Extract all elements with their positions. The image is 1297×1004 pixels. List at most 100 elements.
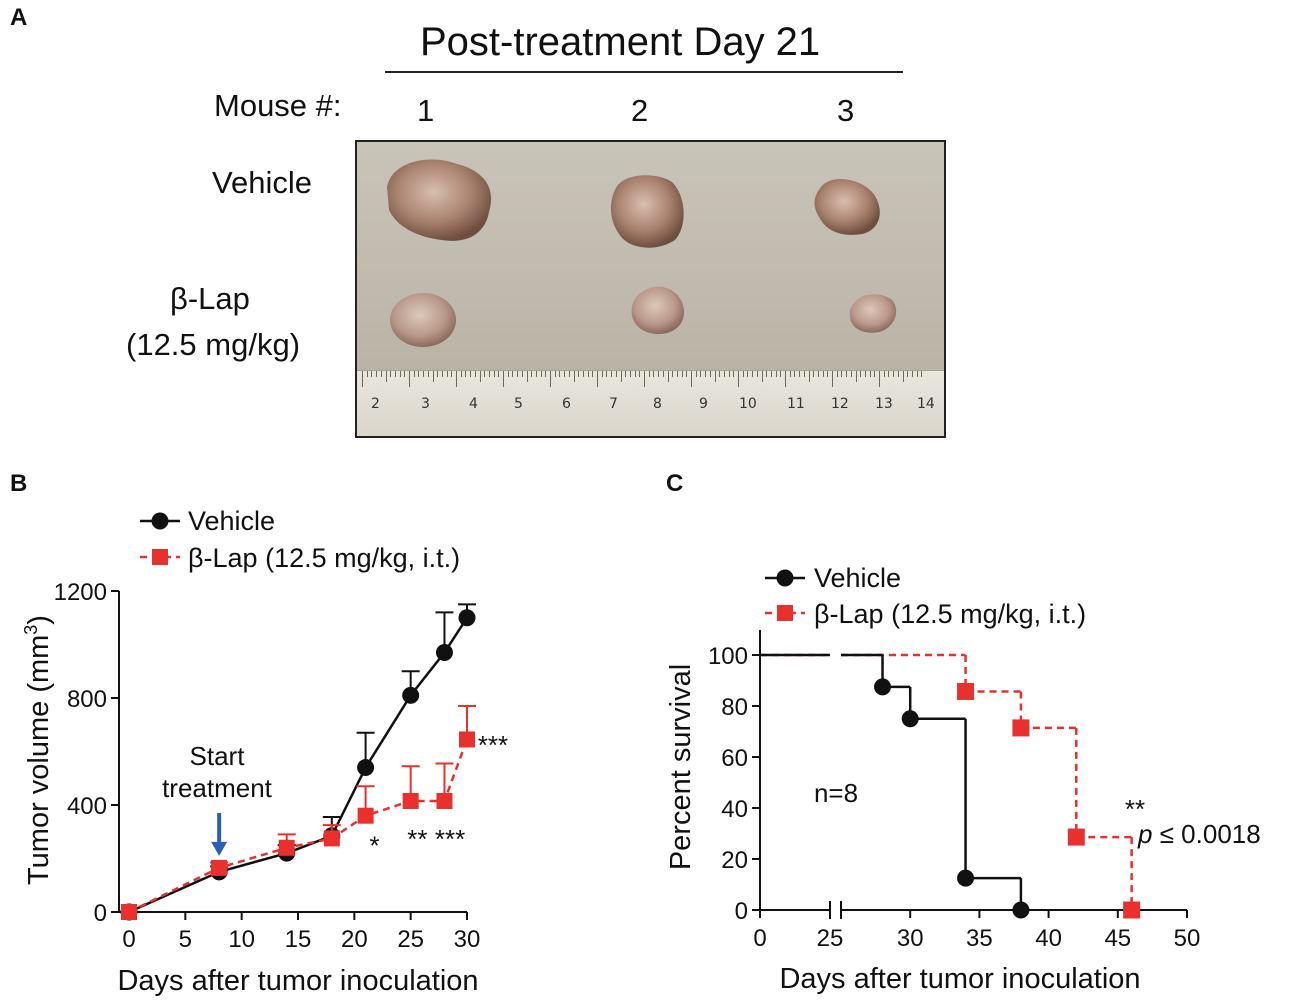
ruler-tick bbox=[423, 371, 425, 377]
ruler-tick bbox=[456, 371, 457, 387]
legend-marker-vehicle bbox=[151, 512, 169, 530]
annotation-treatment: treatment bbox=[162, 773, 273, 803]
ruler-tick bbox=[832, 371, 833, 387]
ruler-tick bbox=[559, 371, 561, 377]
tumor-photo: 2 3 4 5 6 7 8 9 10 11 12 13 14 bbox=[355, 140, 946, 438]
ruler-tick bbox=[756, 371, 758, 377]
ruler-number: 8 bbox=[653, 396, 662, 412]
ruler-tick bbox=[545, 371, 547, 377]
ruler-tick bbox=[573, 371, 575, 382]
x-axis-label-c: Days after tumor inoculation bbox=[779, 963, 1140, 995]
ruler-tick bbox=[761, 371, 763, 382]
ruler-tick bbox=[540, 371, 542, 377]
data-point bbox=[402, 792, 419, 809]
ruler-tick bbox=[601, 371, 603, 377]
ruler-tick bbox=[413, 371, 415, 377]
y-tick-label-c: 0 bbox=[735, 898, 748, 925]
data-point bbox=[1067, 828, 1085, 846]
ruler-tick bbox=[714, 371, 716, 382]
ruler-tick bbox=[770, 371, 772, 377]
panel-a-title: Post-treatment Day 21 bbox=[420, 20, 821, 64]
y-tick-label-c: 20 bbox=[721, 847, 748, 874]
ruler-tick bbox=[432, 371, 434, 382]
data-point bbox=[357, 807, 374, 824]
mouse-1-label: 1 bbox=[417, 93, 435, 128]
ruler-tick bbox=[813, 371, 815, 377]
ruler-tick bbox=[907, 371, 909, 377]
legend-label-drug-c: β-Lap (12.5 mg/kg, i.t.) bbox=[814, 599, 1086, 629]
data-point bbox=[436, 792, 453, 809]
legend-label-vehicle-c: Vehicle bbox=[814, 563, 901, 593]
annotation-start: Start bbox=[190, 741, 246, 771]
ruler-tick bbox=[526, 371, 528, 382]
data-point bbox=[121, 904, 137, 920]
ruler-tick bbox=[615, 371, 617, 377]
x-tick-label-b: 5 bbox=[179, 926, 192, 953]
x-tick-label-b: 15 bbox=[285, 926, 312, 953]
legend-label-drug: β-Lap (12.5 mg/kg, i.t.) bbox=[188, 543, 460, 573]
ruler-number: 14 bbox=[917, 396, 935, 412]
ruler-tick bbox=[883, 371, 885, 377]
ruler-tick bbox=[879, 371, 880, 387]
data-point bbox=[323, 830, 340, 847]
ruler-tick bbox=[493, 371, 495, 377]
data-point bbox=[957, 869, 975, 887]
y-tick-label-b: 0 bbox=[94, 900, 107, 927]
data-point bbox=[458, 609, 476, 627]
ruler-tick bbox=[780, 371, 782, 377]
ruler-tick bbox=[719, 371, 721, 377]
data-point bbox=[459, 731, 475, 748]
ruler-tick bbox=[503, 371, 504, 387]
y-tick-label-c: 100 bbox=[708, 643, 748, 670]
ruler-number: 4 bbox=[469, 396, 478, 412]
ruler-tick bbox=[390, 371, 392, 377]
ruler-tick bbox=[498, 371, 500, 377]
y-tick-label-c: 60 bbox=[721, 745, 748, 772]
ruler-tick bbox=[893, 371, 895, 377]
tumor-illustration bbox=[387, 159, 897, 347]
row-label-drug: β-Lap bbox=[170, 281, 250, 316]
ruler-tick bbox=[597, 371, 598, 387]
ruler-tick bbox=[465, 371, 467, 377]
ruler-number: 3 bbox=[421, 396, 430, 412]
ruler-tick bbox=[451, 371, 453, 377]
drug-tumor-1 bbox=[390, 293, 456, 347]
x-tick-label-c: 40 bbox=[1035, 925, 1062, 952]
ruler-tick bbox=[921, 371, 923, 377]
x-tick-label-c: 0 bbox=[753, 925, 766, 952]
p-symbol: p bbox=[1137, 819, 1152, 849]
ruler-tick bbox=[629, 371, 631, 377]
data-point bbox=[357, 759, 375, 777]
ruler-tick bbox=[531, 371, 533, 377]
ruler-tick bbox=[488, 371, 490, 377]
ruler-tick bbox=[869, 371, 871, 377]
ruler-tick bbox=[742, 371, 744, 377]
data-point bbox=[402, 686, 420, 704]
panel-c-letter: C bbox=[666, 470, 684, 497]
data-point bbox=[901, 710, 919, 728]
ruler-tick bbox=[681, 371, 683, 377]
ruler-number: 13 bbox=[875, 396, 893, 412]
significance-mark: *** bbox=[478, 730, 508, 760]
ruler-tick bbox=[484, 371, 486, 377]
y-tick-label-b: 800 bbox=[67, 686, 107, 713]
ruler-tick bbox=[738, 371, 739, 387]
ruler-number: 2 bbox=[371, 396, 380, 412]
data-point bbox=[278, 839, 295, 856]
y-tick-label-c: 40 bbox=[721, 796, 748, 823]
ruler-tick bbox=[794, 371, 796, 377]
n-label: n=8 bbox=[814, 778, 858, 808]
significance-mark: *** bbox=[435, 824, 465, 854]
ruler-tick bbox=[394, 371, 396, 377]
mouse-2-label: 2 bbox=[631, 93, 649, 128]
ruler-tick bbox=[578, 371, 580, 377]
ruler-tick bbox=[723, 371, 725, 377]
ruler-tick bbox=[700, 371, 702, 377]
x-tick-label-c: 50 bbox=[1174, 925, 1201, 952]
data-point bbox=[874, 678, 892, 696]
x-tick-label-c: 30 bbox=[897, 925, 924, 952]
row-label-drug-dose: (12.5 mg/kg) bbox=[126, 327, 301, 362]
ruler-number: 9 bbox=[699, 396, 708, 412]
